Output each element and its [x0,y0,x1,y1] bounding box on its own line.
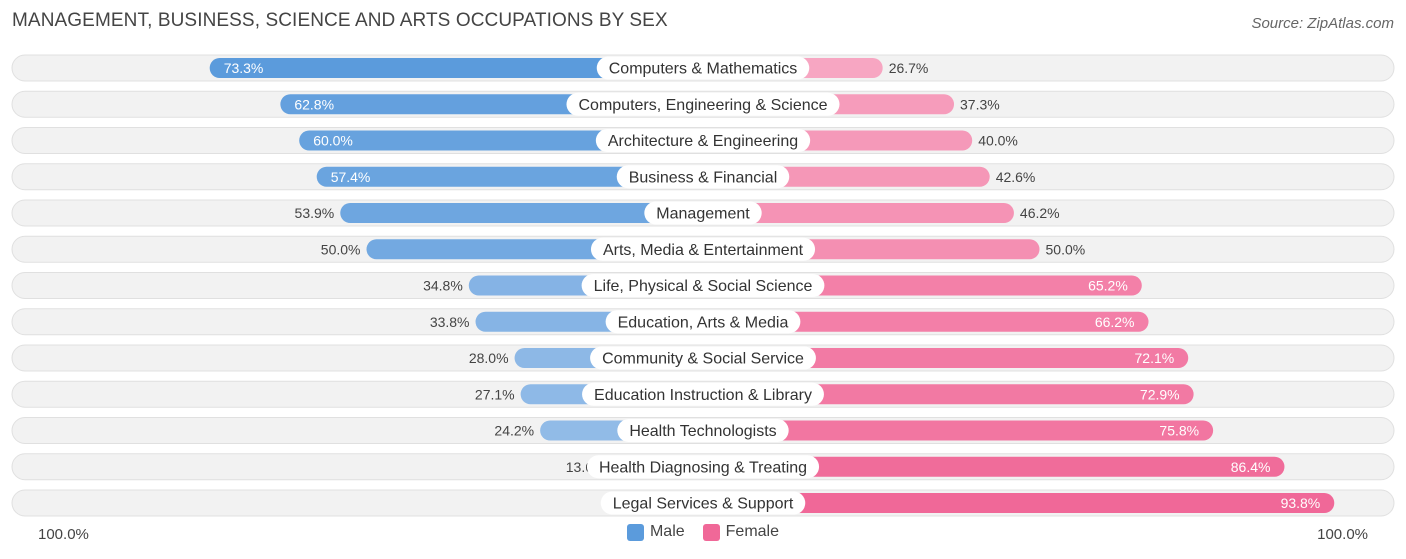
female-bar [703,456,1285,477]
category-pill [590,237,816,261]
legend-swatch-female [702,523,720,541]
chart-title: MANAGEMENT, BUSINESS, SCIENCE AND ARTS O… [12,10,668,31]
category-label: Business & Financial [629,169,778,186]
female-bar [703,384,1194,405]
category-label: Health Technologists [629,423,776,440]
male-value-label: 28.0% [469,350,509,366]
category-label: Arts, Media & Entertainment [603,242,804,259]
category-label: Education Instruction & Library [594,387,812,404]
female-value-label: 65.2% [1088,278,1128,294]
male-value-label: 53.9% [295,205,335,221]
category-pill [616,165,790,189]
category-pill [590,346,816,370]
female-bar [703,493,1335,513]
category-pill [581,274,825,297]
female-value-label: 72.1% [1135,350,1175,366]
female-bar [703,311,1149,332]
source-credit: Source: ZipAtlas.com [1251,15,1394,32]
category-pill [605,310,801,334]
legend-swatch-male [626,523,644,541]
category-pill [600,491,806,515]
female-value-label: 50.0% [1046,241,1086,257]
female-value-label: 26.7% [889,60,929,76]
female-bar [703,348,1189,368]
female-value-label: 72.9% [1140,386,1180,402]
female-value-label: 86.4% [1231,459,1271,475]
male-bar [209,58,704,78]
female-value-label: 42.6% [996,169,1036,185]
female-value-label: 37.3% [960,96,1000,112]
category-pill [566,92,840,116]
chart-area: 73.3% 26.7% Computers & Mathematics 62.8% 37… [11,54,1395,517]
category-label: Management [656,206,750,223]
category-label: Computers, Engineering & Science [578,97,827,114]
male-value-label: 50.0% [321,241,361,257]
male-bar [316,166,703,187]
category-pill [586,455,820,479]
female-bar [703,203,1014,223]
category-label: Health Diagnosing & Treating [599,459,807,476]
legend: Male Female [0,523,1406,541]
category-label: Computers & Mathematics [609,61,798,78]
male-value-label: 60.0% [313,133,353,149]
male-value-label: 33.8% [430,314,470,330]
legend-item-female[interactable]: Female [702,523,780,541]
category-label: Architecture & Engineering [608,133,798,150]
category-pill [596,56,810,80]
male-bar [340,203,703,223]
female-value-label: 46.2% [1020,205,1060,221]
legend-label-female: Female [725,523,780,540]
female-value-label: 40.0% [978,133,1018,149]
male-value-label: 73.3% [224,60,264,76]
category-label: Education, Arts & Media [618,314,789,331]
male-value-label: 24.2% [494,423,534,439]
category-label: Life, Physical & Social Science [594,278,813,295]
female-bar [703,420,1214,441]
female-value-label: 93.8% [1281,495,1321,511]
category-label: Legal Services & Support [613,496,794,513]
category-pill [644,201,762,225]
male-value-label: 57.4% [331,169,371,185]
female-value-label: 75.8% [1159,423,1199,439]
category-pill [595,129,811,152]
category-label: Community & Social Service [602,351,804,368]
axis-right-label: 100.0% [1317,526,1368,543]
female-value-label: 66.2% [1095,314,1135,330]
axis-left-label: 100.0% [38,526,89,543]
male-value-label: 34.8% [423,278,463,294]
category-pill [617,419,789,442]
category-pill [582,382,824,406]
male-value-label: 27.1% [475,386,515,402]
male-value-label: 62.8% [294,96,334,112]
legend-label-male: Male [649,523,685,540]
legend-item-male[interactable]: Male [626,523,685,541]
